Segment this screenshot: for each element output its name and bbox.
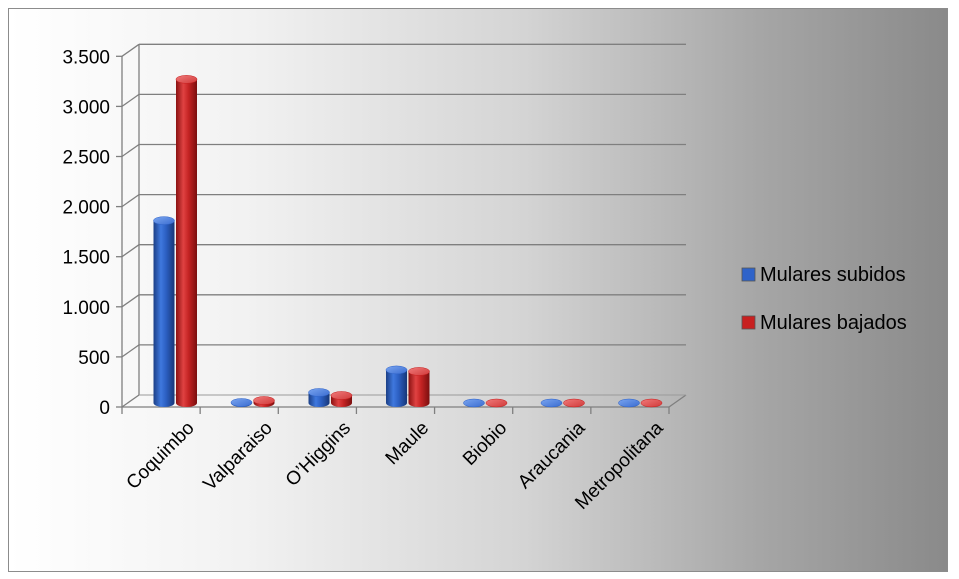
bar-top: [485, 398, 508, 408]
bar: [308, 388, 330, 407]
x-tick-label: Coquimbo: [123, 418, 199, 494]
bar-top: [175, 75, 198, 84]
gridline-depth: [121, 394, 140, 408]
legend-item: Mulares bajados: [741, 312, 907, 334]
legend-item: Mulares subidos: [741, 264, 906, 286]
bar-top: [230, 398, 253, 407]
legend: Mulares subidos Mulares bajados: [741, 264, 907, 334]
gridline-depth: [121, 344, 140, 358]
tick-labels: 0 500 1.000 1.500 2.000 2.500 3.000 3.500 Coquim…: [62, 47, 667, 514]
bar-top: [308, 388, 330, 397]
bar-top: [563, 398, 585, 408]
x-tick-label: Araucania: [514, 417, 590, 493]
chart-area: 0 500 1.000 1.500 2.000 2.500 3.000 3.500 Coquim…: [8, 8, 948, 572]
x-tick-label: Maule: [382, 418, 433, 469]
bar-top: [618, 398, 640, 408]
axes: [116, 44, 687, 414]
bar-body: [176, 79, 197, 403]
bar-base: [331, 399, 352, 407]
bar-top: [463, 398, 485, 408]
bar-body: [153, 220, 175, 403]
bars: [153, 75, 663, 408]
bar-top: [640, 398, 663, 408]
legend-swatch: [741, 267, 756, 282]
bar-base: [408, 399, 430, 407]
bar-top: [153, 216, 175, 225]
bar-body: [408, 371, 430, 403]
bar-body: [386, 369, 407, 403]
bar-top: [385, 365, 408, 375]
bar: [485, 398, 508, 408]
legend-label: Mulares subidos: [760, 264, 906, 286]
y-tick-label: 3.000: [62, 97, 110, 118]
bar: [540, 398, 563, 408]
gridline-depth: [121, 43, 140, 57]
bar-base: [176, 399, 197, 407]
y-tick-label: 1.000: [62, 298, 110, 319]
bar-top: [408, 367, 430, 376]
legend-label: Mulares bajados: [760, 312, 907, 334]
gridline-depth: [121, 294, 140, 308]
bar-base: [386, 399, 407, 407]
bar: [175, 75, 198, 407]
y-tick-label: 3.500: [62, 47, 110, 68]
bar: [253, 396, 275, 407]
bar-top: [253, 396, 275, 405]
bar-body: [308, 392, 330, 403]
bar-top: [540, 398, 563, 408]
bar: [463, 398, 485, 408]
floor-edge: [668, 394, 687, 408]
gridline-depth: [121, 194, 140, 208]
legend-swatch: [741, 315, 756, 330]
bar-top: [330, 391, 353, 400]
x-tick-label: Valparaiso: [199, 418, 276, 495]
y-tick-label: 1.500: [62, 248, 110, 269]
bar: [563, 398, 585, 408]
bar-chart: 0 500 1.000 1.500 2.000 2.500 3.000 3.500 Coquim…: [62, 43, 907, 514]
y-tick-label: 500: [78, 348, 110, 369]
y-tick-label: 2.000: [62, 198, 110, 219]
gridline-depth: [121, 93, 140, 107]
bar: [230, 398, 253, 407]
bar: [330, 391, 353, 407]
y-tick-label: 2.500: [62, 148, 110, 169]
gridline-depth: [121, 244, 140, 258]
bar-base: [153, 399, 175, 407]
bar: [408, 367, 430, 407]
bar: [640, 398, 663, 408]
bar: [618, 398, 640, 408]
y-tick-label: 0: [99, 398, 110, 419]
gridline-depth: [121, 143, 140, 158]
bar: [153, 216, 175, 407]
x-tick-label: Biobio: [459, 418, 511, 470]
gridlines: [121, 43, 686, 408]
x-tick-label: O’Higgins: [282, 418, 355, 491]
bar: [385, 365, 408, 407]
bar-base: [308, 399, 330, 407]
